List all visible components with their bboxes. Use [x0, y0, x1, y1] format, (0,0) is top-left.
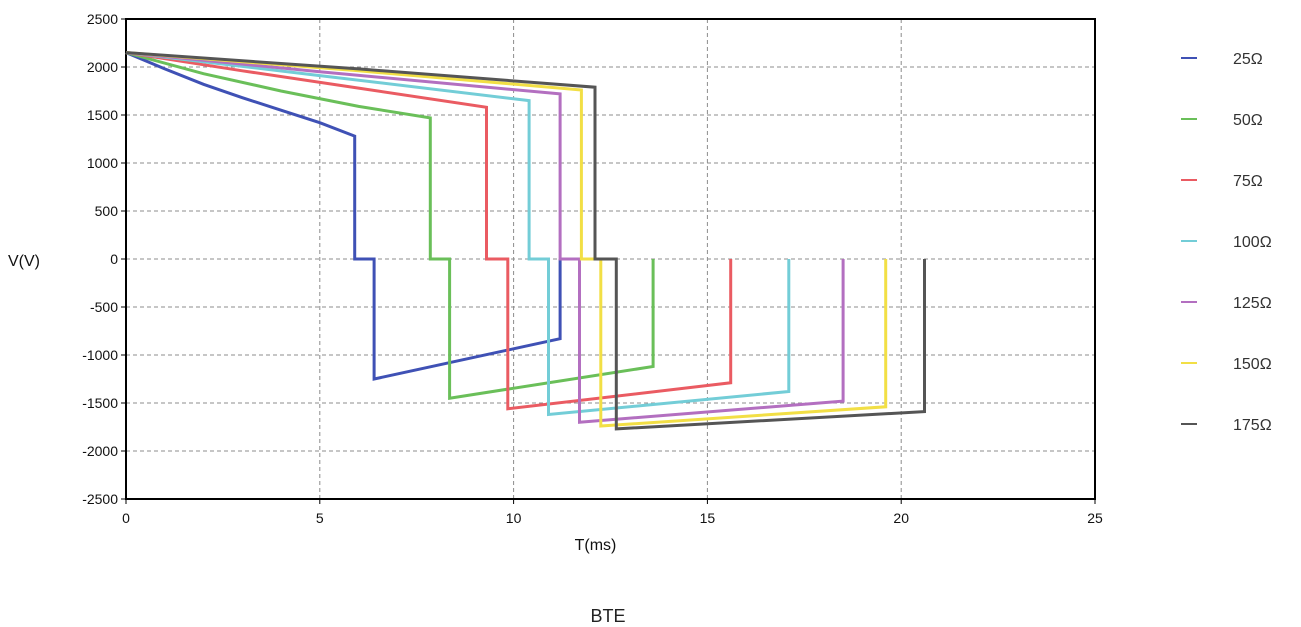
- legend-item: 175Ω: [1181, 417, 1272, 434]
- series-line-1: [125, 51, 655, 400]
- y-tick-label: -2000: [82, 443, 118, 459]
- series: [125, 51, 926, 431]
- series-line-4: [125, 51, 845, 424]
- y-tick-label: 1000: [87, 155, 118, 171]
- y-tick-label: 2000: [87, 59, 118, 75]
- legend-label: 125Ω: [1233, 295, 1272, 312]
- legend-item: 25Ω: [1181, 51, 1263, 68]
- y-tick-label: 500: [95, 203, 119, 219]
- series-line-3: [125, 51, 791, 417]
- x-tick-label: 25: [1087, 510, 1103, 526]
- legend: 25Ω 50Ω 75Ω 100Ω 125Ω 150Ω 175Ω: [1181, 51, 1272, 434]
- series-line-2: [125, 51, 733, 411]
- series-line-6: [125, 51, 926, 431]
- legend-item: 150Ω: [1181, 356, 1272, 373]
- legend-item: 125Ω: [1181, 295, 1272, 312]
- y-axis: 2500 2000 1500 1000 500 0 -500 -1000 -1500 -2000 -…: [82, 11, 126, 507]
- legend-label: 50Ω: [1233, 112, 1263, 129]
- y-tick-label: 0: [110, 251, 118, 267]
- x-tick-label: 5: [316, 510, 324, 526]
- y-tick-label: -2500: [82, 491, 118, 507]
- x-tick-label: 10: [506, 510, 522, 526]
- legend-label: 25Ω: [1233, 51, 1263, 68]
- y-tick-label: -500: [90, 299, 118, 315]
- series-line-5: [125, 51, 888, 428]
- legend-item: 75Ω: [1181, 173, 1263, 190]
- y-axis-label: V(V): [8, 253, 40, 270]
- y-tick-label: -1000: [82, 347, 118, 363]
- legend-item: 50Ω: [1181, 112, 1263, 129]
- legend-label: 175Ω: [1233, 417, 1272, 434]
- y-tick-label: 2500: [87, 11, 118, 27]
- y-tick-label: -1500: [82, 395, 118, 411]
- legend-label: 100Ω: [1233, 234, 1272, 251]
- x-tick-label: 0: [122, 510, 130, 526]
- legend-item: 100Ω: [1181, 234, 1272, 251]
- legend-label: 150Ω: [1233, 356, 1272, 373]
- series-line-0: [125, 51, 562, 381]
- x-axis-label: T(ms): [575, 537, 617, 554]
- y-tick-label: 1500: [87, 107, 118, 123]
- x-tick-label: 15: [700, 510, 716, 526]
- x-tick-label: 20: [893, 510, 909, 526]
- legend-label: 75Ω: [1233, 173, 1263, 190]
- chart-caption: BTE: [590, 606, 625, 626]
- x-axis: 0 5 10 15 20 25: [122, 499, 1103, 526]
